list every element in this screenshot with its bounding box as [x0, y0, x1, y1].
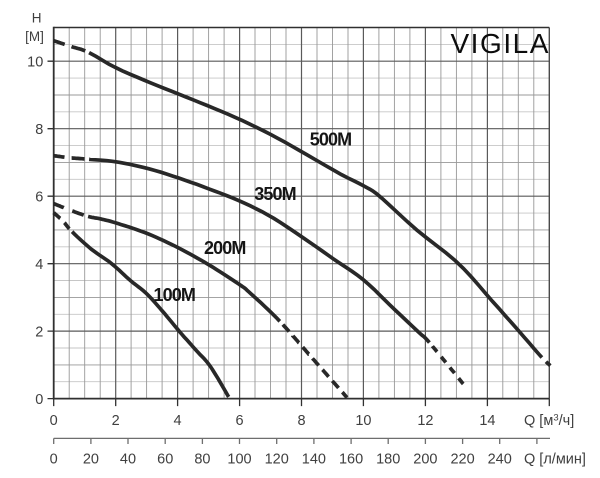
svg-text:0: 0 [50, 413, 58, 429]
svg-text:200M: 200M [204, 238, 245, 258]
svg-text:240: 240 [488, 451, 512, 467]
svg-text:6: 6 [35, 189, 43, 205]
svg-text:2: 2 [112, 413, 120, 429]
svg-text:8: 8 [35, 122, 43, 138]
svg-text:350M: 350M [254, 184, 295, 204]
svg-text:200: 200 [413, 451, 437, 467]
svg-text:H: H [32, 11, 42, 26]
svg-text:80: 80 [194, 451, 210, 467]
svg-text:20: 20 [83, 451, 99, 467]
svg-text:0: 0 [35, 392, 43, 408]
svg-text:[М]: [М] [25, 29, 44, 44]
svg-text:500M: 500M [310, 129, 351, 149]
svg-text:60: 60 [157, 451, 173, 467]
svg-text:2: 2 [35, 324, 43, 340]
svg-text:VIGILA: VIGILA [450, 28, 550, 59]
svg-text:120: 120 [265, 451, 289, 467]
svg-text:160: 160 [339, 451, 363, 467]
svg-text:100: 100 [227, 451, 251, 467]
svg-text:Q [м3/ч]: Q [м3/ч] [524, 412, 574, 429]
svg-text:100M: 100M [154, 285, 195, 305]
svg-text:0: 0 [50, 451, 58, 467]
svg-text:220: 220 [450, 451, 474, 467]
svg-text:4: 4 [35, 257, 43, 273]
svg-text:4: 4 [174, 413, 182, 429]
svg-text:10: 10 [355, 413, 371, 429]
svg-text:6: 6 [236, 413, 244, 429]
svg-text:140: 140 [302, 451, 326, 467]
svg-text:180: 180 [376, 451, 400, 467]
svg-text:12: 12 [417, 413, 433, 429]
svg-text:14: 14 [479, 413, 495, 429]
svg-text:40: 40 [120, 451, 136, 467]
svg-text:10: 10 [27, 54, 43, 70]
svg-text:8: 8 [297, 413, 305, 429]
svg-text:Q [л/мин]: Q [л/мин] [524, 451, 586, 467]
